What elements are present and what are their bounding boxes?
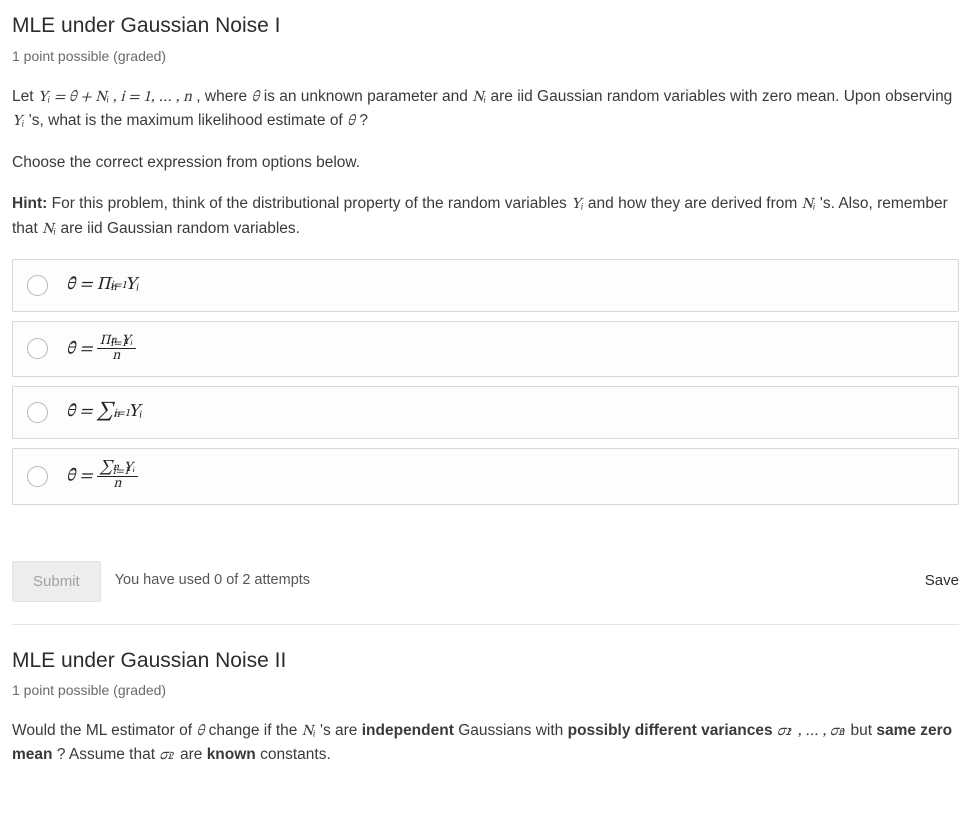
text-unknown: is an unknown parameter and	[264, 88, 473, 105]
limit-sub: i=1	[113, 466, 130, 478]
problem-statement: Would the ML estimator of θ change if th…	[12, 719, 959, 768]
problem-block-2: MLE under Gaussian Noise II 1 point poss…	[12, 645, 959, 768]
text-e: but	[850, 722, 876, 739]
problem-block-1: MLE under Gaussian Noise I 1 point possi…	[12, 10, 959, 625]
hint-text-2: and how they are derived from	[588, 195, 802, 212]
text-b: change if the	[209, 722, 302, 739]
option-2-expression: θ̂ = Πni=1 Yᵢ n	[66, 334, 136, 364]
text-d: Gaussians with	[458, 722, 567, 739]
bold-known: known	[207, 746, 256, 763]
attempts-text: You have used 0 of 2 attempts	[115, 570, 310, 592]
radio-icon[interactable]	[27, 338, 48, 359]
bold-variances: possibly different variances	[568, 722, 777, 739]
sigma: σ	[159, 747, 167, 763]
sigma: σ	[777, 723, 785, 739]
opt4-prefix: θ̂ =	[66, 468, 97, 486]
fraction: Πni=1 Yᵢ n	[97, 334, 136, 364]
choose-line: Choose the correct expression from optio…	[12, 151, 959, 174]
sub-1: 1	[785, 725, 790, 742]
sigma-i: σ2i	[159, 747, 180, 763]
option-1-expression: θ̂ = Πni=1 Yᵢ	[66, 272, 139, 299]
radio-icon[interactable]	[27, 466, 48, 487]
hint-text-4: are iid Gaussian random variables.	[60, 220, 300, 237]
limit-sub: i=1	[114, 406, 131, 423]
symbol-yi-hint: Yᵢ	[571, 196, 583, 212]
text-c: 's are	[320, 722, 362, 739]
bold-independent: independent	[362, 722, 454, 739]
save-button[interactable]: Save	[925, 570, 959, 593]
divider	[12, 624, 959, 625]
option-3-expression: θ̂ = ∑ni=1 Yᵢ	[66, 399, 143, 426]
radio-icon[interactable]	[27, 402, 48, 423]
option-group: θ̂ = Πni=1 Yᵢ θ̂ = Πni=1 Yᵢ n θ̂ = ∑ni=1…	[12, 259, 959, 505]
symbol-theta: θ	[251, 89, 259, 105]
text-h: constants.	[260, 746, 331, 763]
option-1[interactable]: θ̂ = Πni=1 Yᵢ	[12, 259, 959, 312]
sigma: σ	[830, 723, 838, 739]
sub-i: i	[168, 749, 171, 766]
option-4[interactable]: θ̂ = ∑ni=1 Yᵢ n	[12, 448, 959, 504]
hint-text-1: For this problem, think of the distribut…	[52, 195, 572, 212]
option-4-expression: θ̂ = ∑ni=1 Yᵢ n	[66, 461, 138, 491]
left-actions: Submit You have used 0 of 2 attempts	[12, 561, 310, 602]
points-possible: 1 point possible (graded)	[12, 680, 959, 701]
submit-button[interactable]: Submit	[12, 561, 101, 602]
problem-statement: Let Yᵢ = θ + Nᵢ , i = 1, … , n , where θ…	[12, 85, 959, 134]
symbol-theta-2: θ	[347, 113, 355, 129]
symbol-ni: Nᵢ	[472, 89, 486, 105]
fraction: ∑ni=1 Yᵢ n	[97, 461, 138, 491]
text-f: ? Assume that	[57, 746, 160, 763]
equation-main: Yᵢ = θ + Nᵢ , i = 1, … , n	[38, 89, 192, 105]
symbol-ni-hint: Nᵢ	[802, 196, 816, 212]
text-obs: 's, what is the maximum likelihood estim…	[29, 112, 347, 129]
variance-sequence: σ21 , … , σ2n	[777, 723, 851, 739]
action-row: Submit You have used 0 of 2 attempts Sav…	[12, 561, 959, 602]
text-gauss: are iid Gaussian random variables with z…	[491, 88, 953, 105]
option-2[interactable]: θ̂ = Πni=1 Yᵢ n	[12, 321, 959, 377]
opt1-prefix: θ̂ = Π	[66, 276, 110, 294]
problem-title: MLE under Gaussian Noise I	[12, 10, 959, 42]
symbol-ni: Nᵢ	[302, 723, 316, 739]
symbol-ni-hint-2: Nᵢ	[42, 221, 56, 237]
opt2-prefix: θ̂ =	[66, 340, 97, 358]
var-seq-mid: , … ,	[798, 723, 830, 739]
hint-label: Hint:	[12, 195, 47, 212]
hint-paragraph: Hint: For this problem, think of the dis…	[12, 192, 959, 241]
limit-sub: i=1	[110, 278, 127, 295]
opt4-den: n	[97, 476, 138, 492]
opt4-num-sigma: ∑	[100, 461, 113, 475]
opt3-prefix: θ̂ = ∑	[66, 403, 114, 421]
text-let: Let	[12, 88, 38, 105]
radio-icon[interactable]	[27, 275, 48, 296]
text-where: , where	[196, 88, 251, 105]
text-g: are	[180, 746, 207, 763]
opt2-den: n	[97, 348, 136, 364]
option-3[interactable]: θ̂ = ∑ni=1 Yᵢ	[12, 386, 959, 439]
symbol-yi: Yᵢ	[12, 113, 24, 129]
text-a: Would the ML estimator of	[12, 722, 196, 739]
problem-title: MLE under Gaussian Noise II	[12, 645, 959, 677]
sub-n: n	[838, 725, 844, 742]
symbol-theta: θ	[196, 723, 204, 739]
text-q: ?	[359, 112, 368, 129]
limit-sub: i=1	[110, 338, 127, 350]
opt2-num-pi: Π	[100, 334, 111, 348]
points-possible: 1 point possible (graded)	[12, 46, 959, 67]
